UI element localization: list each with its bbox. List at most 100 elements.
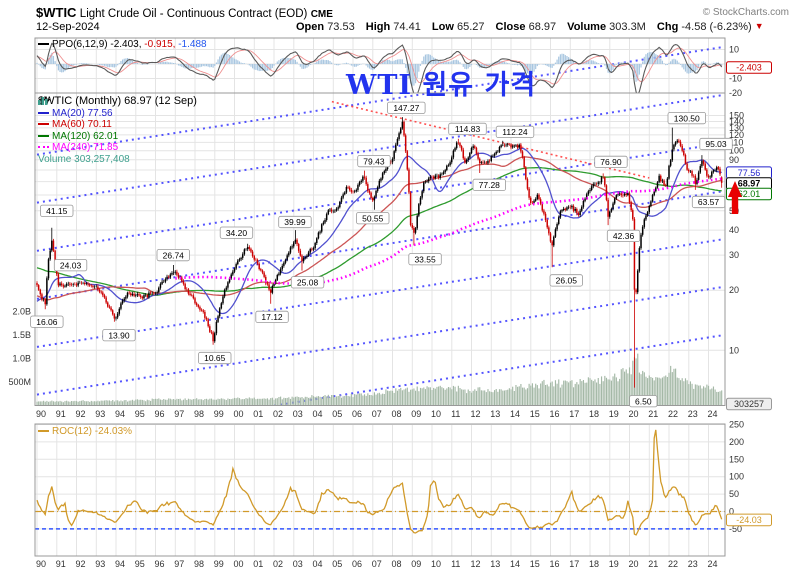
chg-down-icon: ▼ [754, 21, 764, 31]
svg-text:6.50: 6.50 [635, 396, 652, 406]
svg-text:10: 10 [431, 559, 441, 569]
svg-text:16: 16 [549, 559, 559, 569]
svg-text:30: 30 [729, 250, 739, 260]
ppo-line-swatch [38, 43, 49, 46]
svg-text:94: 94 [115, 409, 125, 419]
svg-text:06: 06 [352, 409, 362, 419]
svg-text:21: 21 [648, 559, 658, 569]
ppo-legend: PPO(6,12,9) -2.403, -0.915, -1.488 [38, 39, 207, 51]
svg-text:14: 14 [510, 559, 520, 569]
volume-value: 303.3M [609, 21, 646, 33]
chart-date: 12-Sep-2024 [36, 21, 100, 33]
ohlc-quote: Open 73.53 High 74.41 Low 65.27 Close 68… [296, 21, 764, 33]
svg-text:01: 01 [253, 409, 263, 419]
svg-text:92: 92 [75, 409, 85, 419]
svg-text:23: 23 [688, 409, 698, 419]
svg-text:24.03: 24.03 [60, 260, 82, 270]
ma120-legend: MA(120) 62.01 [38, 131, 197, 143]
volume-icon [38, 97, 48, 105]
close-value: 68.97 [528, 21, 557, 33]
exchange-label: CME [310, 9, 333, 20]
svg-text:99: 99 [214, 409, 224, 419]
main-legend: $WTIC (Monthly) 68.97 (12 Sep) MA(20) 77… [38, 95, 197, 165]
svg-text:39.99: 39.99 [284, 217, 306, 227]
svg-text:-2.403: -2.403 [736, 63, 762, 73]
roc-series [35, 429, 725, 536]
ma60-legend: MA(60) 70.11 [38, 119, 197, 131]
svg-text:12: 12 [470, 559, 480, 569]
ppo-label: PPO(6,12,9) [52, 39, 108, 50]
svg-text:98: 98 [194, 559, 204, 569]
svg-text:62.01: 62.01 [738, 189, 761, 199]
svg-text:00: 00 [233, 409, 243, 419]
svg-text:99: 99 [214, 559, 224, 569]
ma120-swatch [38, 134, 49, 137]
svg-text:76.90: 76.90 [600, 157, 622, 167]
low-value: 65.27 [456, 21, 485, 33]
ma240-swatch [38, 146, 49, 149]
roc-line-swatch [38, 430, 49, 433]
volume-label: Volume [567, 21, 607, 33]
svg-text:13: 13 [490, 559, 500, 569]
svg-text:11: 11 [451, 409, 460, 419]
svg-text:110: 110 [729, 137, 743, 147]
svg-text:96: 96 [154, 409, 164, 419]
svg-text:13.90: 13.90 [108, 330, 130, 340]
svg-text:42.36: 42.36 [613, 231, 635, 241]
svg-text:79.43: 79.43 [363, 156, 385, 166]
svg-text:04: 04 [312, 559, 322, 569]
svg-text:16.06: 16.06 [36, 317, 58, 327]
svg-text:150: 150 [729, 111, 744, 121]
symbol: $WTIC [36, 5, 77, 20]
svg-text:17: 17 [569, 559, 579, 569]
svg-text:97: 97 [174, 559, 184, 569]
svg-text:1.0B: 1.0B [12, 354, 31, 364]
svg-text:1.5B: 1.5B [12, 330, 31, 340]
svg-text:97: 97 [174, 409, 184, 419]
svg-text:23: 23 [688, 559, 698, 569]
axis-labels: 1501401301201101009050403020102.0B1.5B1.… [8, 45, 744, 570]
svg-text:200: 200 [729, 437, 744, 447]
svg-text:100: 100 [729, 472, 744, 482]
svg-text:91: 91 [56, 559, 66, 569]
svg-text:147.27: 147.27 [393, 103, 419, 113]
svg-text:-24.03: -24.03 [736, 515, 762, 525]
svg-text:09: 09 [411, 409, 421, 419]
svg-text:90: 90 [36, 409, 46, 419]
svg-text:0: 0 [729, 507, 734, 517]
svg-text:98: 98 [194, 409, 204, 419]
svg-text:-20: -20 [729, 88, 742, 98]
svg-text:18: 18 [589, 409, 599, 419]
ppo-value-3: -1.488 [178, 39, 207, 50]
roc-label: ROC(12) -24.03% [52, 426, 133, 437]
svg-text:09: 09 [411, 559, 421, 569]
candlesticks [36, 117, 723, 388]
svg-text:130: 130 [729, 123, 744, 133]
svg-text:15: 15 [530, 559, 540, 569]
svg-text:130.50: 130.50 [674, 113, 700, 123]
svg-text:03: 03 [293, 409, 303, 419]
svg-text:20: 20 [628, 559, 638, 569]
svg-text:13: 13 [490, 409, 500, 419]
svg-text:21: 21 [648, 409, 658, 419]
ppo-series [36, 42, 723, 93]
svg-text:08: 08 [391, 559, 401, 569]
svg-text:10: 10 [729, 345, 739, 355]
svg-text:16: 16 [549, 409, 559, 419]
svg-text:100: 100 [729, 146, 744, 156]
svg-text:05: 05 [332, 559, 342, 569]
open-label: Open [296, 21, 325, 33]
svg-text:33.55: 33.55 [414, 254, 436, 264]
svg-text:50.55: 50.55 [362, 213, 384, 223]
svg-text:25.08: 25.08 [297, 278, 319, 288]
svg-text:77.28: 77.28 [479, 180, 501, 190]
svg-text:24: 24 [707, 559, 717, 569]
svg-text:250: 250 [729, 420, 744, 430]
copyright: © StockCharts.com [702, 7, 789, 18]
svg-text:41.15: 41.15 [46, 206, 68, 216]
svg-text:50: 50 [729, 489, 739, 499]
svg-text:63.57: 63.57 [698, 197, 720, 207]
svg-text:00: 00 [233, 559, 243, 569]
